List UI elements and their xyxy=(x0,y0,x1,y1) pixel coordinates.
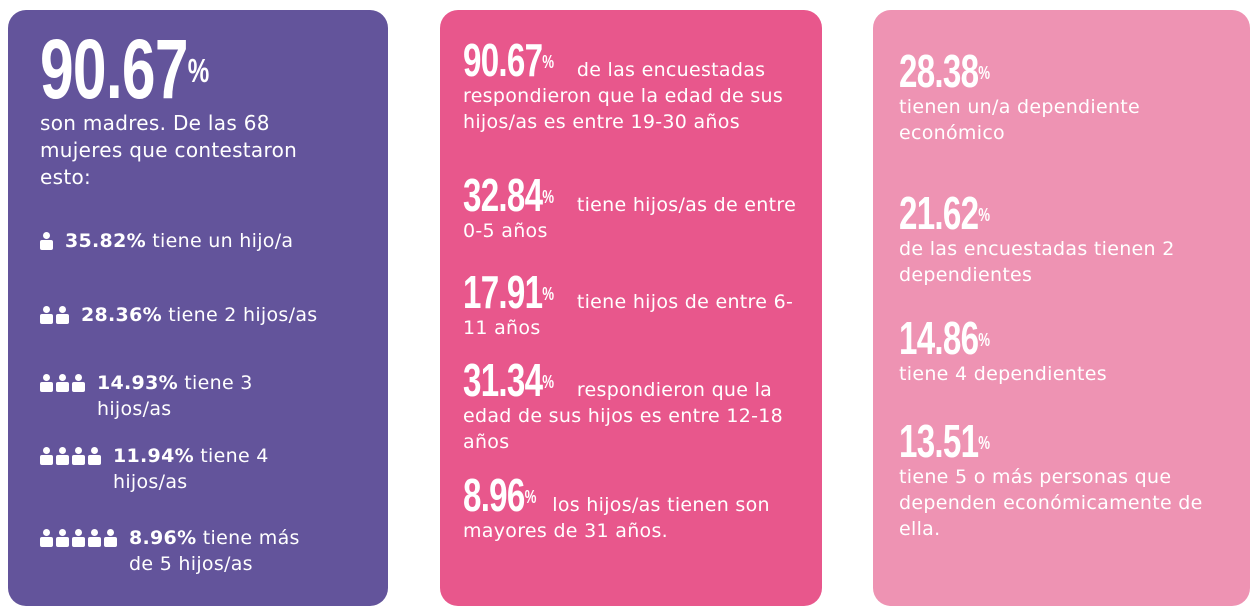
icons xyxy=(40,447,101,465)
item-text: 8.96% tiene más de 5 hijos/as xyxy=(129,525,327,577)
stat-unit: % xyxy=(187,53,209,91)
card: 90.67% son madres. De las 68 mujeres que… xyxy=(8,10,388,606)
stat-unit: % xyxy=(542,282,554,304)
person-icon xyxy=(88,447,101,465)
stat-item: 17.91% tiene hijos de entre 6-11 años xyxy=(463,269,808,341)
stat-item: 31.34% respondieron que la edad de sus h… xyxy=(463,357,808,455)
item-text: 14.93% tiene 3 hijos/as xyxy=(97,370,311,422)
icons xyxy=(40,306,69,324)
stat-desc: los hijos/as tienen son mayores de 31 añ… xyxy=(463,494,770,542)
stat-item: 32.84% tiene hijos/as de entre 0-5 años xyxy=(463,172,808,244)
person-icon xyxy=(40,374,53,392)
stat-item: 28.38% tienen un/a dependiente económico xyxy=(899,48,1239,146)
person-icon xyxy=(40,232,53,250)
item-text: 28.36% tiene 2 hijos/as xyxy=(81,302,361,328)
stat-number: 31.34 xyxy=(463,354,543,406)
child-item: 28.36% tiene 2 hijos/as xyxy=(40,302,361,328)
item-desc: tiene 2 hijos/as xyxy=(168,304,318,326)
stat-unit: % xyxy=(978,61,990,83)
person-icon xyxy=(40,447,53,465)
stat-desc: respondieron que la edad de sus hijos es… xyxy=(463,379,784,453)
stat-desc: tiene 5 o más personas que dependen econ… xyxy=(899,466,1203,540)
stat-item: 8.96% los hijos/as tienen son mayores de… xyxy=(463,472,808,544)
stat-desc: de las encuestadas tienen 2 dependientes xyxy=(899,238,1175,286)
stat-desc: tiene hijos de entre 6-11 años xyxy=(463,291,794,339)
stat: 14.86% xyxy=(899,312,990,364)
item-stat: 14.93% xyxy=(97,372,178,394)
headline: 90.67% xyxy=(40,27,274,130)
item-text: 11.94% tiene 4 hijos/as xyxy=(113,443,319,495)
stat-number: 21.62 xyxy=(899,187,979,239)
stat-item: 13.51% tiene 5 o más personas que depende… xyxy=(899,418,1239,542)
person-icon xyxy=(72,374,85,392)
stat-unit: % xyxy=(978,203,990,225)
person-icon xyxy=(56,529,69,547)
stat: 17.91% xyxy=(463,269,554,315)
stat-unit: % xyxy=(978,328,990,350)
item-desc: tiene 3 hijos/as xyxy=(97,372,253,420)
stat-desc: tiene 4 dependientes xyxy=(899,363,1107,385)
stat-number: 90.67 xyxy=(40,22,188,116)
stat-desc: de las encuestadas respondieron que la e… xyxy=(463,59,784,133)
person-icon xyxy=(56,374,69,392)
stat-desc: tienen un/a dependiente económico xyxy=(899,96,1141,144)
card: 28.38% tienen un/a dependiente económico 2… xyxy=(873,10,1250,606)
stat-unit: % xyxy=(524,485,537,507)
item-desc: tiene más de 5 hijos/as xyxy=(129,527,300,575)
stat-item: 90.67% de las encuestadas respondieron q… xyxy=(463,37,808,135)
stat-number: 14.86 xyxy=(899,312,979,364)
item-stat: 28.36% xyxy=(81,304,162,326)
item-stat: 8.96% xyxy=(129,527,197,549)
stat: 90.67% xyxy=(463,37,554,83)
stat-number: 28.38 xyxy=(899,45,979,97)
person-icon xyxy=(72,529,85,547)
stat-unit: % xyxy=(542,370,554,392)
stat-unit: % xyxy=(978,431,990,453)
person-icon xyxy=(104,529,117,547)
item-desc: tiene 4 hijos/as xyxy=(113,445,269,493)
child-item: 11.94% tiene 4 hijos/as xyxy=(40,443,319,495)
card: 90.67% de las encuestadas respondieron q… xyxy=(440,10,822,606)
stat: 32.84% xyxy=(463,172,554,218)
item-stat: 35.82% xyxy=(65,230,146,252)
stat-number: 32.84 xyxy=(463,169,543,221)
person-icon xyxy=(88,529,101,547)
person-icon xyxy=(72,447,85,465)
stat: 13.51% xyxy=(899,415,990,467)
stat: 8.96% xyxy=(463,472,537,518)
person-icon xyxy=(40,529,53,547)
stat-number: 13.51 xyxy=(899,415,979,467)
icons xyxy=(40,529,117,547)
icons xyxy=(40,374,85,392)
item-stat: 11.94% xyxy=(113,445,194,467)
stat-number: 17.91 xyxy=(463,266,543,318)
stat: 28.38% xyxy=(899,45,990,97)
person-icon xyxy=(56,306,69,324)
stat-number: 90.67 xyxy=(463,34,543,86)
stat-desc: tiene hijos/as de entre 0-5 años xyxy=(463,194,797,242)
child-item: 35.82% tiene un hijo/a xyxy=(40,228,345,254)
person-icon xyxy=(40,306,53,324)
stat-item: 14.86% tiene 4 dependientes xyxy=(899,315,1239,387)
stat-item: 21.62% de las encuestadas tienen 2 depend… xyxy=(899,190,1239,288)
stat-number: 8.96 xyxy=(463,469,525,521)
child-item: 14.93% tiene 3 hijos/as xyxy=(40,370,311,422)
intro-text: son madres. De las 68 mujeres que contes… xyxy=(40,111,298,189)
item-desc: tiene un hijo/a xyxy=(152,230,294,252)
stat: 31.34% xyxy=(463,357,554,403)
stat: 21.62% xyxy=(899,187,990,239)
child-item: 8.96% tiene más de 5 hijos/as xyxy=(40,525,327,577)
stat: 90.67% xyxy=(40,27,209,111)
item-text: 35.82% tiene un hijo/a xyxy=(65,228,345,254)
icons xyxy=(40,232,53,250)
stat-unit: % xyxy=(542,50,554,72)
person-icon xyxy=(56,447,69,465)
stat-unit: % xyxy=(542,185,554,207)
